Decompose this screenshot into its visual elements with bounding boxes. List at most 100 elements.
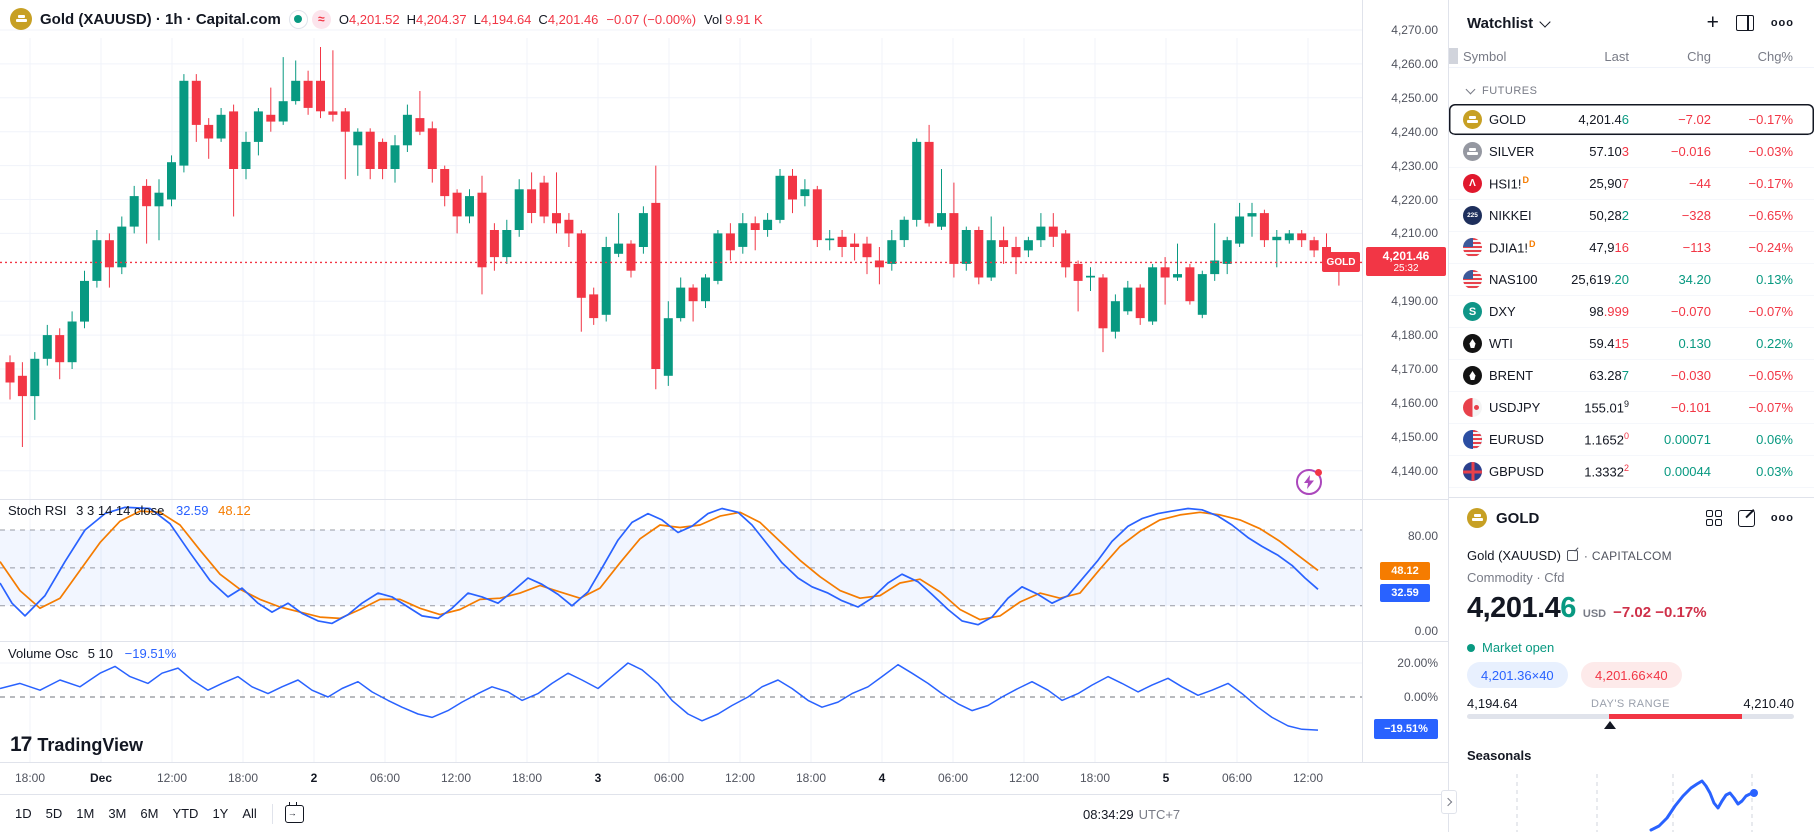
gold-icon bbox=[1463, 110, 1482, 129]
watchlist-row-silver[interactable]: SILVER 57.103 −0.016 −0.03% bbox=[1449, 136, 1814, 168]
nikkei-icon: 225 bbox=[1463, 206, 1482, 225]
panels-layout-icon[interactable] bbox=[1735, 15, 1754, 31]
watchlist-row-usdjpy[interactable]: USDJPY 155.019 −0.101 −0.07% bbox=[1449, 392, 1814, 424]
tradingview-logo[interactable]: 17 TradingView bbox=[10, 733, 143, 757]
time-axis-label: 18:00 bbox=[14, 771, 46, 785]
watchlist-row-djia1[interactable]: DJIA1!D 47,916 −113 −0.24% bbox=[1449, 232, 1814, 264]
bid-pill[interactable]: 4,201.36×40 bbox=[1467, 662, 1568, 688]
range-button-5d[interactable]: 5D bbox=[45, 806, 63, 821]
tradingview-wordmark: TradingView bbox=[37, 734, 144, 755]
pane-divider[interactable] bbox=[0, 641, 1448, 642]
flag-column-chip bbox=[1449, 48, 1458, 64]
watchlist-row-gold[interactable]: GOLD 4,201.46 −7.02 −0.17% bbox=[1449, 104, 1814, 136]
price-scale-label: 4,230.00 bbox=[1391, 158, 1438, 173]
price-scale-label: 4,210.00 bbox=[1391, 226, 1438, 241]
days-range-bar bbox=[1467, 714, 1794, 719]
symbol-name: GOLD bbox=[1489, 112, 1526, 127]
toolbar-separator bbox=[271, 803, 273, 824]
clock-time: 08:34:29 bbox=[1083, 806, 1134, 822]
col-last[interactable]: Last bbox=[1604, 49, 1629, 64]
watchlist-row-brent[interactable]: BRENT 63.287 −0.030 −0.05% bbox=[1449, 360, 1814, 392]
price-scale-label: 4,150.00 bbox=[1391, 429, 1438, 444]
range-button-1d[interactable]: 1D bbox=[15, 806, 32, 821]
watchlist-row-wti[interactable]: WTI 59.415 0.130 0.22% bbox=[1449, 328, 1814, 360]
range-button-1m[interactable]: 1M bbox=[76, 806, 95, 821]
symbol-name: NAS100 bbox=[1489, 272, 1538, 287]
symbol-name: BRENT bbox=[1489, 368, 1534, 383]
futures-section-header[interactable]: FUTURES bbox=[1449, 78, 1814, 104]
chgp-value: −0.07% bbox=[1748, 304, 1793, 319]
watchlist-row-eurusd[interactable]: EURUSD 1.16520 0.00071 0.06% bbox=[1449, 424, 1814, 456]
symbol-name: NIKKEI bbox=[1489, 208, 1532, 223]
volume-osc-legend[interactable]: Volume Osc 5 10 −19.51% bbox=[8, 646, 177, 661]
symbol-name: EURUSD bbox=[1489, 432, 1544, 447]
time-axis[interactable]: 18:00 Dec 12:00 18:00 2 06:00 12:00 18:00 3 06:00… bbox=[0, 762, 1448, 795]
chgp-value: −0.17% bbox=[1748, 112, 1793, 127]
stoch-rsi-legend[interactable]: Stoch RSI 3 3 14 14 close 32.59 48.12 bbox=[8, 503, 251, 518]
range-button-6m[interactable]: 6M bbox=[140, 806, 159, 821]
delayed-badge: D bbox=[1522, 175, 1530, 186]
chart-area[interactable]: Gold (XAUUSD) · 1h · Capital.com ≈ O4,20… bbox=[0, 0, 1448, 832]
wti-icon bbox=[1463, 334, 1482, 353]
last-value: 1.33322 bbox=[1584, 463, 1629, 480]
range-button-ytd[interactable]: YTD bbox=[172, 806, 199, 821]
ask-pill[interactable]: 4,201.66×40 bbox=[1581, 662, 1682, 688]
exchange-name: CAPITALCOM bbox=[1591, 548, 1672, 563]
watchlist-more-icon[interactable]: ooo bbox=[1770, 17, 1794, 29]
details-more-icon[interactable]: ooo bbox=[1770, 512, 1794, 524]
watchlist-row-gbpusd[interactable]: GBPUSD 1.33322 0.00044 0.03% bbox=[1449, 456, 1814, 488]
chg-value: 0.00071 bbox=[1664, 432, 1711, 447]
usdjpy-icon bbox=[1463, 398, 1482, 417]
seasonals-title[interactable]: Seasonals bbox=[1467, 748, 1532, 763]
watchlist-row-nikkei[interactable]: 225 NIKKEI 50,282 −328 −0.65% bbox=[1449, 200, 1814, 232]
price-scale-label: 4,270.00 bbox=[1391, 23, 1438, 37]
candlestick-chart[interactable] bbox=[0, 0, 1448, 793]
gold-coin-icon bbox=[1467, 508, 1487, 528]
range-button-1y[interactable]: 1Y bbox=[212, 806, 229, 821]
silver-icon bbox=[1463, 142, 1482, 161]
time-axis-label: 12:00 bbox=[440, 771, 472, 785]
edit-notes-icon[interactable] bbox=[1737, 509, 1755, 527]
details-header: GOLD ooo bbox=[1467, 508, 1794, 528]
col-chgp[interactable]: Chg% bbox=[1757, 49, 1793, 64]
watchlist-row-dxy[interactable]: S DXY 98.999 −0.070 −0.07% bbox=[1449, 296, 1814, 328]
chgp-value: −0.05% bbox=[1748, 368, 1793, 383]
chg-value: −0.030 bbox=[1670, 368, 1711, 383]
time-axis-label: 18:00 bbox=[511, 771, 543, 785]
pane-divider[interactable] bbox=[0, 499, 1448, 500]
watchlist-row-nas100[interactable]: NAS100 25,619.20 34.20 0.13% bbox=[1449, 264, 1814, 296]
chgp-value: −0.17% bbox=[1748, 176, 1793, 191]
time-axis-label: 5 bbox=[1162, 771, 1170, 785]
col-chg[interactable]: Chg bbox=[1687, 49, 1711, 64]
details-symbol[interactable]: GOLD bbox=[1496, 509, 1540, 527]
time-axis-label: Dec bbox=[89, 771, 113, 785]
brent-icon bbox=[1463, 366, 1482, 385]
delayed-data-icon[interactable]: ≈ bbox=[311, 9, 331, 29]
market-status-icon[interactable] bbox=[288, 9, 308, 29]
go-to-date-icon[interactable] bbox=[284, 801, 304, 823]
instrument-name[interactable]: Gold (XAUUSD) bbox=[1467, 548, 1561, 563]
panel-collapse-button[interactable] bbox=[1441, 790, 1457, 814]
symbol-title[interactable]: Gold (XAUUSD) · 1h · Capital.com bbox=[40, 10, 281, 28]
chevron-down-icon bbox=[1539, 15, 1551, 28]
last-value: 63.287 bbox=[1589, 368, 1629, 383]
ohlc-item: C4,201.46 bbox=[538, 11, 599, 27]
watchlist-row-hsi1[interactable]: Λ HSI1!D 25,907 −44 −0.17% bbox=[1449, 168, 1814, 200]
watchlist-title[interactable]: Watchlist bbox=[1467, 15, 1551, 32]
flash-alert-icon[interactable] bbox=[1296, 469, 1322, 495]
range-button-3m[interactable]: 3M bbox=[108, 806, 127, 821]
external-link-icon[interactable] bbox=[1566, 550, 1578, 561]
add-symbol-icon[interactable]: + bbox=[1706, 11, 1719, 34]
ohlc-item: H4,204.37 bbox=[406, 11, 467, 27]
watchlist-column-headers[interactable]: Symbol Last Chg Chg% bbox=[1449, 46, 1814, 68]
col-symbol[interactable]: Symbol bbox=[1463, 49, 1507, 64]
djia1!-icon bbox=[1463, 238, 1482, 257]
volume-osc-badge: −19.51% bbox=[1374, 719, 1438, 739]
layout-grid-icon[interactable] bbox=[1705, 510, 1722, 526]
change-value: −0.07 (−0.00%) bbox=[606, 11, 697, 27]
last-value: 57.103 bbox=[1589, 144, 1629, 159]
volosc-scale-20: 20.00% bbox=[1397, 656, 1438, 670]
time-axis-label: 3 bbox=[594, 771, 602, 785]
range-button-all[interactable]: All bbox=[242, 806, 257, 821]
clock[interactable]: 08:34:29 UTC+7 bbox=[1083, 795, 1180, 832]
